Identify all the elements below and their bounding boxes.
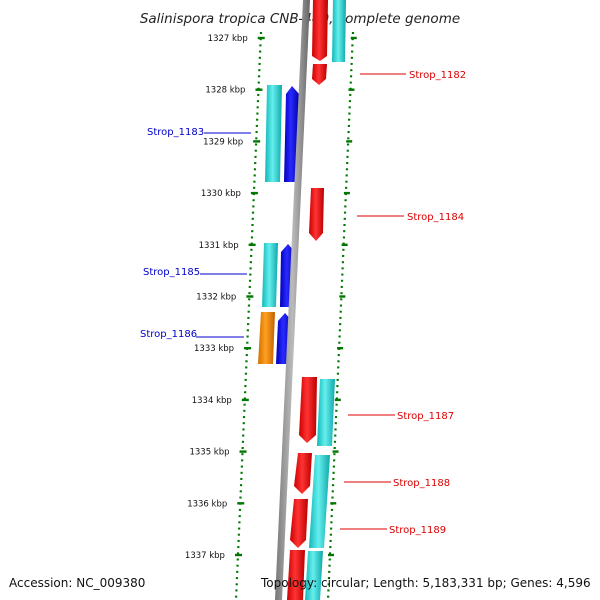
feature-cyan (332, 0, 346, 62)
cds-forward-strop-1187 (299, 377, 317, 443)
scale-label: 1328 kbp (205, 86, 245, 96)
cds-forward-strop-1188 (294, 453, 312, 494)
scale: 1327 kbp 1328 kbp 1329 kbp 1330 kbp 1331 kbp… (185, 34, 357, 561)
gene-label: Strop_1185 (143, 267, 200, 278)
gene-label: Strop_1188 (393, 478, 450, 489)
feature-cyan-strop-1185 (262, 243, 278, 307)
scale-label: 1331 kbp (199, 241, 239, 251)
feature-cyan-strop-1183 (265, 85, 282, 182)
scale-label: 1332 kbp (196, 293, 236, 303)
cds-forward-strop-1184 (309, 188, 324, 241)
gene-label: Strop_1183 (147, 127, 204, 138)
scale-label: 1333 kbp (194, 344, 234, 354)
gene-label: Strop_1187 (397, 411, 454, 422)
map-title: Salinispora tropica CNB-440, complete ge… (140, 11, 460, 27)
feature-cyan-strop-1188 (309, 455, 330, 548)
topology-text: Topology: circular; Length: 5,183,331 bp… (260, 576, 591, 590)
scale-label: 1327 kbp (208, 34, 248, 44)
feature-orange-strop-1186 (258, 312, 275, 364)
genome-axis (275, 0, 310, 600)
scale-label: 1335 kbp (189, 448, 229, 458)
gene-label: Strop_1184 (407, 212, 464, 223)
scale-label: 1336 kbp (187, 499, 227, 509)
gene-label: Strop_1182 (409, 70, 466, 81)
outer-ring-left (234, 31, 263, 600)
feature-cyan (305, 551, 323, 600)
gene-labels: Strop_1182 Strop_1183 Strop_1184 Strop_1185… (140, 70, 466, 536)
outer-ring-right (326, 31, 355, 600)
gene-label: Strop_1189 (389, 525, 446, 536)
scale-label: 1337 kbp (185, 551, 225, 561)
cds-forward (287, 550, 305, 600)
scale-label: 1329 kbp (203, 137, 243, 147)
feature-cyan-strop-1187 (317, 379, 335, 446)
scale-label: 1330 kbp (201, 189, 241, 199)
scale-label: 1334 kbp (192, 396, 232, 406)
cds-forward (312, 0, 328, 61)
cds-reverse-strop-1183 (284, 86, 299, 182)
cds-forward-strop-1189 (290, 499, 308, 548)
accession-text: Accession: NC_009380 (9, 576, 145, 590)
gene-label: Strop_1186 (140, 329, 197, 340)
cds-forward-strop-1182 (312, 64, 327, 85)
